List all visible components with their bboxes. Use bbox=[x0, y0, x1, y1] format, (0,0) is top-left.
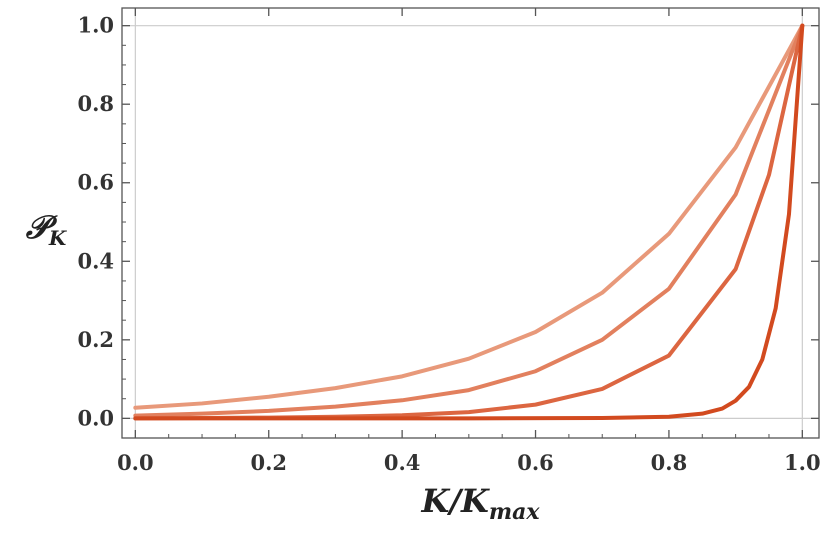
x-tick-label: 0.2 bbox=[250, 450, 287, 475]
x-axis-title-subscript: max bbox=[489, 499, 541, 525]
y-tick-label: 0.8 bbox=[77, 91, 114, 116]
x-axis: 0.0 0.2 0.4 0.6 0.8 1.0 bbox=[117, 8, 821, 475]
x-axis-title-main: K/K bbox=[421, 482, 491, 520]
x-tick-label: 0.6 bbox=[517, 450, 554, 475]
y-tick-label: 1.0 bbox=[77, 13, 114, 38]
x-tick-label: 0.0 bbox=[117, 450, 154, 475]
x-tick-label: 0.8 bbox=[651, 450, 688, 475]
x-tick-label: 1.0 bbox=[784, 450, 821, 475]
series-line-1 bbox=[133, 23, 805, 410]
x-axis-title: K/Kmax bbox=[421, 482, 541, 525]
y-tick-label: 0.6 bbox=[77, 170, 114, 195]
y-axis: 0.0 0.2 0.4 0.6 0.8 1.0 bbox=[77, 13, 819, 430]
x-tick-label: 0.4 bbox=[384, 450, 421, 475]
series-line-2 bbox=[133, 23, 805, 418]
y-tick-label: 0.4 bbox=[77, 248, 114, 273]
y-tick-label: 0.0 bbox=[77, 405, 114, 430]
plot-frame bbox=[121, 7, 820, 439]
y-axis-title-subscript: K bbox=[48, 226, 68, 250]
series-group bbox=[133, 23, 805, 421]
y-tick-label: 0.2 bbox=[77, 327, 114, 352]
series-line-4 bbox=[133, 23, 805, 421]
y-axis-title: 𝒫K bbox=[26, 208, 68, 250]
